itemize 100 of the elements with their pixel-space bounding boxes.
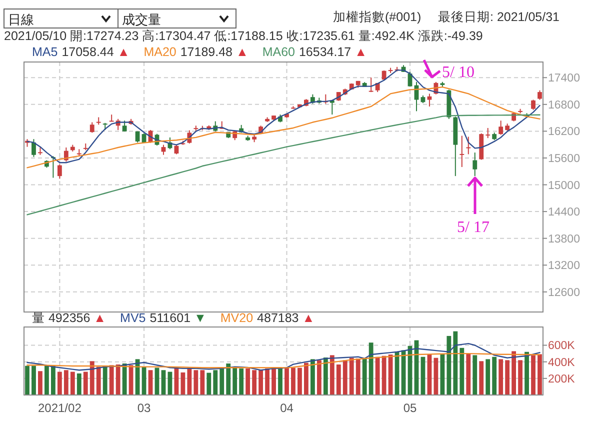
text: MA60 <box>262 45 296 59</box>
y-tick-label: 17400 <box>548 72 580 85</box>
bar <box>50 365 56 395</box>
bar <box>538 354 542 395</box>
x-tick-label: 04 <box>280 401 294 415</box>
candlestick <box>368 77 374 93</box>
text: MA5 <box>32 45 58 59</box>
bar <box>375 356 380 395</box>
bar <box>44 365 49 395</box>
bar <box>446 336 452 395</box>
bar <box>316 360 322 395</box>
bar <box>116 364 120 395</box>
text: 加權指數(#001) <box>333 10 422 24</box>
candlestick <box>472 152 478 177</box>
bar <box>64 370 68 395</box>
bar <box>310 359 315 395</box>
bar <box>498 359 504 395</box>
bar <box>472 355 478 395</box>
bar <box>38 371 42 395</box>
line-series <box>26 114 540 216</box>
bar <box>200 370 205 395</box>
bar <box>336 364 341 395</box>
y-tick-label: 400K <box>548 356 576 369</box>
bar <box>258 370 263 395</box>
annotation: 511601 ▼ <box>150 311 206 325</box>
candlestick <box>486 127 490 139</box>
candlestick <box>90 122 94 134</box>
bar <box>194 370 198 395</box>
bar <box>505 360 510 395</box>
line-series <box>26 86 540 168</box>
text: 2021/05/10 開:17274.23 高:17304.47 低:17188.15 收:17235.61 量:492.4K 漲跌:-49.39 <box>4 28 483 43</box>
bar <box>291 368 296 395</box>
text: MV20 <box>220 311 254 325</box>
candlestick <box>64 146 68 162</box>
bar <box>252 370 257 395</box>
y-tick-label: 200K <box>548 373 576 386</box>
bar <box>102 366 108 395</box>
bar <box>284 368 289 395</box>
bar <box>213 370 218 395</box>
bar <box>304 362 308 395</box>
bar <box>453 331 458 395</box>
candlestick <box>427 93 432 108</box>
bar <box>531 355 536 395</box>
bar <box>298 368 302 395</box>
bar <box>342 360 348 395</box>
bar <box>32 366 36 395</box>
bar <box>323 358 328 395</box>
bar <box>349 358 354 395</box>
bar <box>524 352 529 395</box>
candlestick <box>460 135 464 168</box>
bar <box>486 359 490 395</box>
y-tick-label: 16200 <box>548 126 580 138</box>
text: 日線 <box>8 12 34 27</box>
bar <box>382 356 386 395</box>
bar <box>512 351 516 395</box>
bar <box>460 348 464 395</box>
bar <box>479 361 484 395</box>
bar <box>90 361 94 395</box>
bar <box>187 368 192 395</box>
candlestick <box>122 120 127 132</box>
y-tick-label: 15000 <box>548 180 580 192</box>
candlestick <box>531 99 536 110</box>
annotation: 487183 ▲ <box>257 311 315 325</box>
y-tick-label: 600K <box>548 340 576 352</box>
annotation: 5/ 10 <box>442 64 474 81</box>
bar <box>83 372 88 395</box>
text: 最後日期: 2021/05/31 <box>438 10 560 24</box>
text: 成交量 <box>122 12 161 27</box>
y-tick-label: 15600 <box>548 152 580 165</box>
bar <box>265 368 270 395</box>
bar <box>180 372 186 395</box>
candlestick <box>538 90 542 100</box>
bar <box>232 366 238 395</box>
candlestick <box>498 120 504 136</box>
bar <box>76 373 82 395</box>
x-tick-label: 03 <box>137 401 152 415</box>
bar <box>25 366 30 395</box>
bar <box>122 363 127 395</box>
x-tick-label: 05 <box>403 401 417 415</box>
bar <box>362 358 367 395</box>
bar <box>206 372 212 395</box>
candlestick <box>32 138 36 158</box>
candlestick <box>57 164 62 180</box>
bar <box>466 354 471 395</box>
line-series <box>26 342 540 371</box>
bar <box>70 372 75 395</box>
bar <box>278 368 282 395</box>
bar <box>368 342 374 395</box>
bar <box>220 368 224 395</box>
text: 16534.17 ▲ <box>298 45 367 59</box>
x-tick-label: 2021/02 <box>38 401 82 415</box>
candlestick <box>466 136 471 155</box>
bar <box>109 365 114 395</box>
y-tick-label: 12600 <box>548 286 580 299</box>
annotation: 5/ 17 <box>457 219 490 236</box>
bar <box>492 356 497 395</box>
y-tick-label: 14400 <box>548 206 580 219</box>
y-tick-label: 13200 <box>548 260 580 272</box>
bar <box>272 368 276 395</box>
bar <box>330 355 334 395</box>
